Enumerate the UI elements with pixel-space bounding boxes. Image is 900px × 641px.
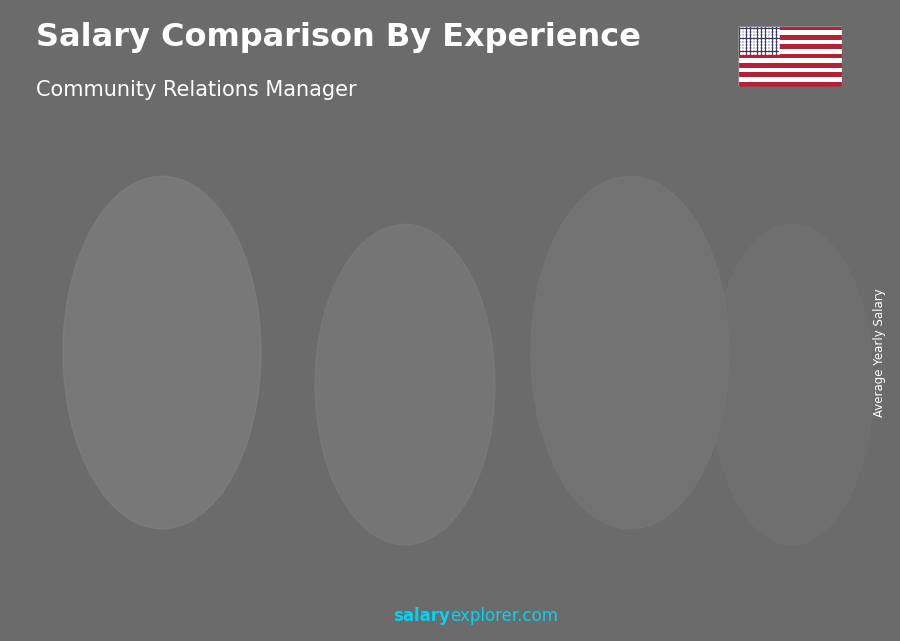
Bar [738, 44, 842, 49]
Text: +48%: +48% [292, 242, 351, 260]
Bar [738, 58, 842, 63]
Bar [738, 26, 842, 30]
Text: 166,000 USD: 166,000 USD [765, 178, 852, 191]
FancyBboxPatch shape [729, 211, 796, 570]
FancyBboxPatch shape [472, 267, 539, 570]
FancyBboxPatch shape [215, 402, 282, 570]
Bar [738, 82, 842, 87]
Polygon shape [153, 438, 168, 570]
Text: +22%: +22% [415, 190, 473, 208]
Bar [738, 26, 779, 54]
Text: Salary Comparison By Experience: Salary Comparison By Experience [36, 22, 641, 53]
Ellipse shape [711, 224, 873, 545]
Polygon shape [539, 253, 554, 570]
Text: 140,000 USD: 140,000 USD [456, 237, 544, 250]
Ellipse shape [531, 176, 729, 529]
Text: +8%: +8% [679, 145, 725, 163]
Bar [738, 49, 842, 54]
Polygon shape [343, 310, 426, 321]
Text: Average Yearly Salary: Average Yearly Salary [874, 288, 886, 417]
Bar [738, 63, 842, 68]
Polygon shape [796, 195, 811, 570]
Text: explorer.com: explorer.com [450, 607, 558, 625]
Bar [738, 54, 842, 58]
Bar [738, 68, 842, 72]
Polygon shape [667, 224, 683, 570]
Ellipse shape [63, 176, 261, 529]
FancyBboxPatch shape [86, 444, 153, 570]
Polygon shape [215, 394, 297, 402]
Polygon shape [472, 253, 554, 267]
Bar [738, 30, 842, 35]
Polygon shape [410, 310, 426, 570]
Text: 58,400 USD: 58,400 USD [62, 422, 140, 435]
Polygon shape [282, 394, 297, 570]
FancyBboxPatch shape [600, 239, 667, 570]
Text: 115,000 USD: 115,000 USD [332, 294, 419, 306]
Ellipse shape [315, 224, 495, 545]
Bar [738, 40, 842, 44]
Text: Community Relations Manager: Community Relations Manager [36, 80, 356, 100]
Text: 77,900 USD: 77,900 USD [199, 378, 278, 390]
Text: +34%: +34% [158, 344, 216, 362]
Text: 153,000 USD: 153,000 USD [585, 207, 672, 221]
Text: salary: salary [393, 607, 450, 625]
Bar [738, 72, 842, 77]
Text: +9%: +9% [550, 169, 596, 187]
Polygon shape [729, 195, 811, 211]
Bar [738, 35, 842, 40]
Polygon shape [86, 438, 168, 444]
FancyBboxPatch shape [343, 321, 410, 570]
Polygon shape [600, 224, 683, 239]
Bar [738, 77, 842, 82]
